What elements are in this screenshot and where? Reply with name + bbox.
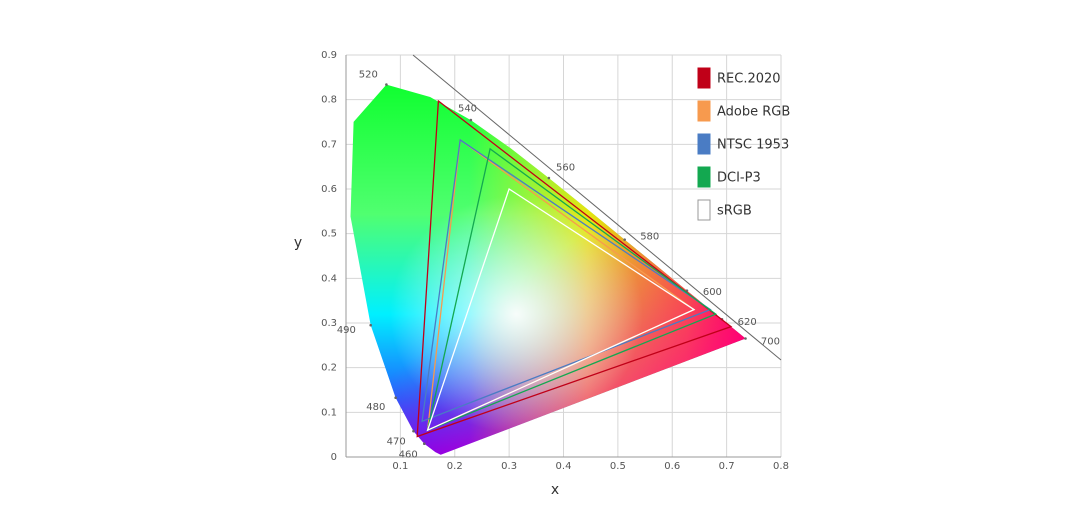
- wavelength-tick: [385, 83, 388, 86]
- y-tick-label: 0.5: [321, 229, 337, 240]
- y-tick-label: 0.7: [321, 139, 337, 150]
- y-tick-label: 0: [331, 452, 337, 463]
- wavelength-tick: [394, 396, 397, 400]
- x-tick-label: 0.6: [664, 461, 680, 472]
- legend-swatch: [697, 133, 711, 155]
- wavelength-tick: [369, 323, 372, 327]
- wavelength-label: 620: [738, 317, 757, 328]
- wavelength-label: 700: [761, 337, 780, 348]
- wavelength-tick: [623, 238, 626, 241]
- x-tick-label: 0.4: [556, 461, 572, 472]
- legend-text: DCI-P3: [717, 171, 761, 186]
- gamut-triangle: [416, 99, 733, 438]
- x-tick-label: 0.8: [773, 461, 789, 472]
- wavelength-tick: [469, 118, 473, 122]
- wavelength-tick: [685, 289, 689, 292]
- wavelength-label: 540: [458, 103, 477, 114]
- wavelength-label: 600: [703, 287, 722, 298]
- y-axis-label: y: [294, 235, 302, 251]
- x-axis-label: x: [551, 482, 559, 498]
- x-tick-label: 0.5: [610, 461, 626, 472]
- legend-swatch: [697, 166, 711, 188]
- wavelength-label: 470: [387, 437, 406, 448]
- wavelength-label: 520: [359, 69, 378, 80]
- wavelength-label: 480: [366, 402, 385, 413]
- wavelength-label: 460: [399, 450, 418, 461]
- gamut-triangle: [421, 138, 712, 423]
- y-tick-label: 0.8: [321, 95, 337, 106]
- wavelength-label: 490: [337, 325, 356, 336]
- y-tick-label: 0.2: [321, 363, 337, 374]
- wavelength-tick: [412, 429, 415, 433]
- x-tick-label: 0.3: [501, 461, 517, 472]
- wavelength-tick: [547, 176, 551, 180]
- gamut-triangle: [426, 147, 718, 432]
- x-tick-label: 0.7: [719, 461, 735, 472]
- legend-text: Adobe RGB: [717, 105, 790, 120]
- y-tick-label: 0.9: [321, 50, 337, 61]
- wavelength-label: 580: [640, 232, 659, 243]
- legend-swatch: [697, 67, 711, 89]
- y-tick-label: 0.1: [321, 407, 337, 418]
- boundary-line: [412, 54, 782, 361]
- wavelength-tick: [744, 337, 747, 340]
- y-tick-label: 0.6: [321, 184, 337, 195]
- y-tick-label: 0.4: [321, 273, 337, 284]
- y-tick-label: 0.3: [321, 318, 337, 329]
- wavelength-label: 560: [556, 162, 575, 173]
- legend-text: REC.2020: [717, 72, 781, 87]
- legend-swatch: [697, 199, 711, 221]
- plot-area: 460 470 480 490 520 540 560 580 600 620 700: [337, 69, 780, 460]
- legend-text: sRGB: [717, 204, 752, 219]
- wavelength-tick: [423, 442, 426, 446]
- legend-swatch: [697, 100, 711, 122]
- spectral-locus: [350, 84, 746, 455]
- legend-text: NTSC 1953: [717, 138, 789, 153]
- x-tick-label: 0.1: [392, 461, 408, 472]
- gamut-triangle: [426, 187, 696, 432]
- x-tick-label: 0.2: [447, 461, 463, 472]
